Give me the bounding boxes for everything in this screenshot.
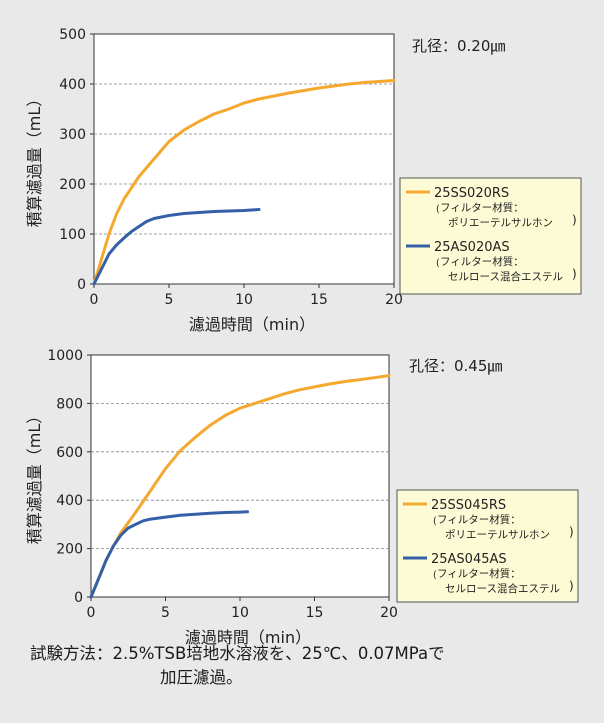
chart1-legend-paren-close: ) — [572, 267, 577, 281]
test-method-label: 試験方法： — [30, 644, 113, 663]
chart2-legend-box — [396, 489, 579, 603]
chart2-y-axis-label: 積算濾過量（mL） — [25, 408, 44, 545]
chart1-series-line — [92, 208, 261, 286]
chart1-legend-paren-open: ( — [436, 258, 440, 269]
chart1-plot-area — [93, 33, 395, 285]
chart1-legend-paren-close: ) — [572, 213, 577, 227]
chart2-y-tick-label: 800 — [56, 396, 83, 412]
chart1-x-tick-label: 0 — [90, 292, 99, 308]
chart1-y-tick-label: 0 — [77, 277, 86, 293]
chart1-legend-note-line2: ポリエーテルサルホン — [448, 217, 553, 229]
chart1-y-axis-label: 積算濾過量（mL） — [25, 91, 44, 228]
chart1-y-tick-label: 500 — [59, 27, 86, 43]
chart1-y-tick-label: 400 — [59, 77, 86, 93]
chart1-legend-note-line2: セルロース混合エステル — [448, 270, 563, 283]
chart1-x-axis-label: 濾過時間（min） — [189, 315, 315, 334]
chart2-pore-size-annotation: 孔径：0.45㎛ — [409, 357, 502, 375]
chart1-legend-note-line1: フィルター材質： — [440, 201, 524, 214]
chart1-legend-label: 25AS020AS — [434, 240, 510, 255]
chart2-legend-paren-open: ( — [433, 570, 437, 581]
chart2-legend-note-line2: セルロース混合エステル — [445, 582, 560, 595]
chart2-y-tick-label: 200 — [56, 542, 83, 558]
chart2-y-tick-label: 1000 — [47, 348, 83, 364]
chart2-legend-label: 25AS045AS — [431, 552, 507, 567]
chart2-x-tick-label: 20 — [380, 605, 398, 621]
chart1-x-tick-label: 20 — [385, 292, 403, 308]
chart1-legend-box — [399, 177, 582, 295]
chart2-y-tick-label: 0 — [74, 590, 83, 606]
chart2-legend-note-line2: ポリエーテルサルホン — [445, 529, 550, 541]
test-method-text: 2.5%TSB培地水溶液を、25℃、0.07MPaで — [112, 644, 445, 663]
chart1-x-tick-label: 5 — [165, 292, 174, 308]
chart2-y-tick-label: 400 — [56, 493, 83, 509]
chart2-legend-label: 25SS045RS — [431, 498, 506, 513]
chart2-legend-paren-close: ) — [569, 579, 574, 593]
chart1-legend-paren-open: ( — [436, 204, 440, 215]
chart1-series-line — [92, 79, 396, 286]
test-method-text-cont: 加圧濾過。 — [160, 668, 243, 687]
chart2-plot-area — [90, 354, 390, 598]
chart1-legend-label: 25SS020RS — [434, 186, 509, 201]
test-method-note: 試験方法：2.5%TSB培地水溶液を、25℃、0.07MPaで 加圧濾過。 — [30, 642, 445, 690]
chart2-x-tick-label: 5 — [161, 605, 170, 621]
chart2-y-tick-label: 600 — [56, 445, 83, 461]
chart2-x-tick-label: 10 — [231, 605, 249, 621]
chart2-legend-note-line1: フィルター材質： — [437, 567, 521, 580]
chart1-pore-size-annotation: 孔径：0.20㎛ — [412, 37, 505, 55]
chart2-x-axis-label: 濾過時間（min） — [185, 628, 311, 647]
chart2-legend-note-line1: フィルター材質： — [437, 513, 521, 526]
chart1-legend-note-line1: フィルター材質： — [440, 255, 524, 268]
chart1-y-tick-label: 200 — [59, 177, 86, 193]
chart2-legend-paren-close: ) — [569, 525, 574, 539]
chart1-y-tick-label: 300 — [59, 127, 86, 143]
chart2-x-tick-label: 0 — [87, 605, 96, 621]
chart1-y-tick-label: 100 — [59, 227, 86, 243]
chart1-x-tick-label: 15 — [310, 292, 328, 308]
chart2-x-tick-label: 15 — [306, 605, 324, 621]
chart1-x-tick-label: 10 — [235, 292, 253, 308]
chart2-series-line — [89, 510, 249, 599]
chart2-legend-paren-open: ( — [433, 516, 437, 527]
